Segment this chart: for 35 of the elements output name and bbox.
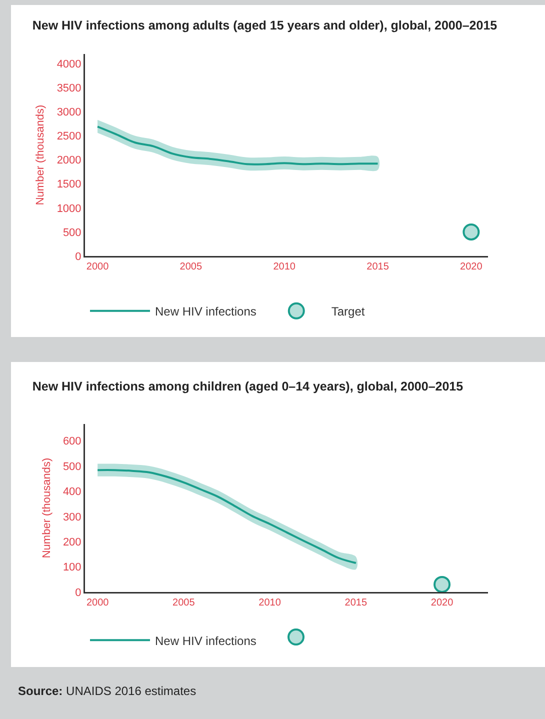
legend-label: New HIV infections (155, 634, 256, 648)
x-tick-label: 2000 (86, 598, 110, 608)
y-tick-label: 300 (62, 511, 82, 524)
x-tick-label: 2015 (366, 262, 390, 272)
line-series (96, 126, 379, 166)
legend-label: Target (331, 304, 366, 319)
y-tick-label: 1000 (56, 202, 82, 215)
y-tick-label: 0 (75, 250, 82, 263)
chart-title: New HIV infections among children (aged 0–14 years), global, 2000–2015 (32, 379, 464, 394)
x-tick-label: 2005 (180, 262, 202, 272)
x-tick-label: 2005 (172, 598, 196, 608)
y-tick-label: 3000 (56, 106, 82, 119)
x-tick-label: 2000 (86, 262, 110, 272)
y-tick-label: 4000 (56, 58, 82, 70)
y-tick-label: 200 (62, 536, 82, 548)
y-tick-label: 2000 (56, 154, 82, 167)
y-tick-label: 0 (75, 586, 82, 599)
y-tick-label: 2500 (56, 130, 82, 143)
y-tick-label: 1500 (56, 178, 82, 191)
x-tick-label: 2020 (430, 598, 454, 608)
y-tick-label: 3500 (56, 82, 82, 95)
legend-label: New HIV infections (155, 304, 256, 319)
source-note: Source: UNAIDS 2016 estimates (18, 684, 196, 698)
x-tick-label: 2010 (258, 598, 282, 608)
x-tick-label: 2020 (460, 262, 483, 272)
y-axis-title: Number (thousands) (40, 458, 53, 558)
x-tick-label: 2015 (344, 598, 368, 608)
chart-title: New HIV infections among adults (aged 15 years and older), global, 2000–2015 (32, 18, 498, 32)
x-tick-label: 2010 (273, 262, 296, 272)
y-tick-label: 400 (62, 486, 82, 498)
y-tick-label: 600 (62, 436, 82, 448)
y-tick-label: 500 (62, 226, 82, 239)
y-axis-title: Number (thousands) (34, 104, 47, 206)
y-tick-label: 500 (62, 460, 82, 473)
y-tick-label: 100 (62, 562, 82, 574)
